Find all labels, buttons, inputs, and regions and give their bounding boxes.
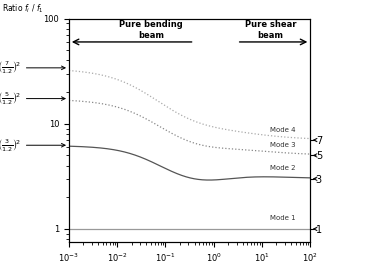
Text: $\left(\frac{3}{1.2}\right)^{\!2}$: $\left(\frac{3}{1.2}\right)^{\!2}$ bbox=[0, 137, 65, 153]
Text: $\left(\frac{5}{1.2}\right)^{\!2}$: $\left(\frac{5}{1.2}\right)^{\!2}$ bbox=[0, 90, 65, 107]
Text: Pure shear
beam: Pure shear beam bbox=[245, 20, 296, 40]
X-axis label: C: C bbox=[185, 265, 194, 266]
Text: $\left(\frac{7}{1.2}\right)^{\!2}$: $\left(\frac{7}{1.2}\right)^{\!2}$ bbox=[0, 60, 65, 76]
Text: Ratio $f_i$ / $f_1$: Ratio $f_i$ / $f_1$ bbox=[2, 3, 44, 15]
Text: Pure bending
beam: Pure bending beam bbox=[119, 20, 183, 40]
Text: Mode 2: Mode 2 bbox=[270, 165, 296, 171]
Text: Mode 3: Mode 3 bbox=[270, 142, 296, 148]
Text: Mode 1: Mode 1 bbox=[270, 215, 296, 221]
Text: Mode 4: Mode 4 bbox=[270, 127, 296, 132]
